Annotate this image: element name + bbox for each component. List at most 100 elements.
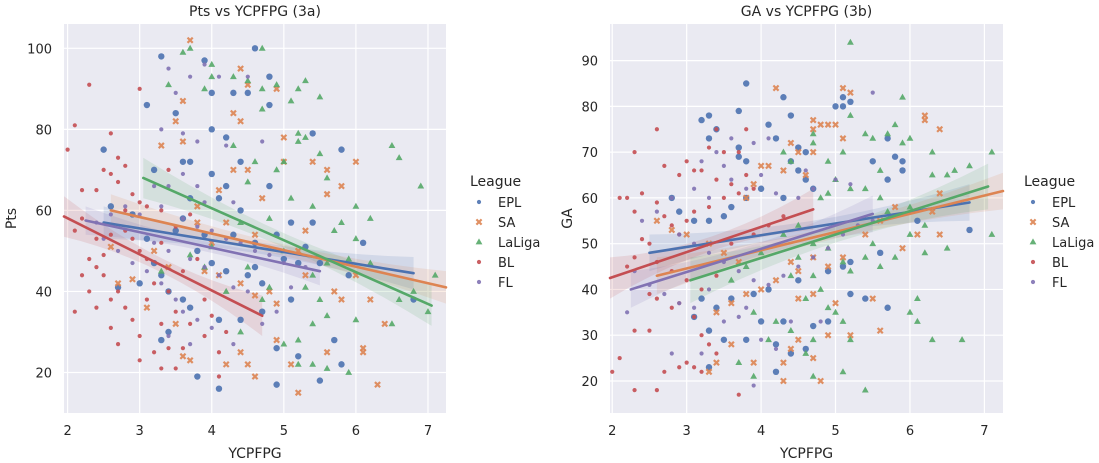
point-epl bbox=[735, 107, 742, 115]
point-sa bbox=[114, 279, 122, 287]
point-laliga bbox=[266, 283, 273, 290]
point-laliga bbox=[302, 133, 309, 140]
point-epl bbox=[222, 267, 230, 275]
point-fl bbox=[202, 62, 207, 67]
point-laliga bbox=[388, 320, 396, 327]
point-laliga bbox=[787, 327, 795, 334]
point-laliga bbox=[861, 253, 869, 260]
point-sa bbox=[309, 158, 317, 166]
point-bl bbox=[684, 278, 689, 283]
point-bl bbox=[692, 314, 697, 319]
point-laliga bbox=[951, 166, 959, 173]
point-epl bbox=[765, 121, 772, 128]
point-sa bbox=[750, 180, 758, 188]
point-laliga bbox=[287, 97, 295, 104]
point-fl bbox=[195, 224, 200, 229]
point-epl bbox=[295, 353, 302, 360]
point-fl bbox=[751, 383, 756, 388]
point-epl bbox=[179, 296, 187, 303]
point-epl bbox=[765, 286, 772, 293]
point-epl bbox=[273, 344, 280, 352]
y-tick-label: 80 bbox=[35, 123, 52, 138]
point-fl bbox=[195, 317, 200, 322]
y-tick-label: 20 bbox=[35, 366, 52, 381]
point-epl bbox=[280, 255, 288, 263]
point-laliga bbox=[280, 158, 288, 165]
point-fl bbox=[159, 204, 164, 209]
point-laliga bbox=[914, 317, 921, 324]
point-laliga bbox=[988, 148, 996, 155]
point-epl bbox=[251, 45, 259, 52]
point-bl bbox=[610, 369, 615, 374]
point-sa bbox=[772, 276, 780, 284]
point-epl bbox=[698, 116, 705, 124]
y-axis-label: Pts bbox=[4, 208, 20, 229]
point-bl bbox=[654, 388, 659, 393]
point-laliga bbox=[157, 267, 165, 274]
point-epl bbox=[165, 328, 172, 336]
point-bl bbox=[654, 200, 659, 205]
point-epl bbox=[150, 166, 158, 174]
point-epl bbox=[237, 158, 244, 165]
point-epl bbox=[743, 336, 750, 343]
point-fl bbox=[166, 66, 171, 71]
point-sa bbox=[107, 243, 115, 251]
point-epl bbox=[158, 336, 165, 344]
point-epl bbox=[194, 373, 201, 380]
point-sa bbox=[876, 327, 884, 335]
point-sa bbox=[179, 97, 187, 105]
point-fl bbox=[130, 260, 135, 266]
regression-line-epl bbox=[648, 201, 971, 255]
point-epl bbox=[780, 194, 787, 202]
point-epl bbox=[331, 336, 338, 344]
point-sa bbox=[193, 219, 201, 226]
legend-label-fl: FL bbox=[1052, 276, 1067, 291]
point-bl bbox=[677, 172, 682, 178]
point-laliga bbox=[179, 48, 187, 55]
point-sa bbox=[809, 290, 817, 298]
point-laliga bbox=[258, 105, 266, 112]
regression-line-sa bbox=[109, 209, 448, 289]
point-laliga bbox=[757, 249, 765, 256]
point-laliga bbox=[906, 203, 914, 210]
point-epl bbox=[839, 263, 847, 270]
point-bl bbox=[677, 365, 682, 370]
x-tick-label: 6 bbox=[906, 424, 914, 439]
point-epl bbox=[359, 239, 367, 247]
point-laliga bbox=[266, 214, 273, 221]
point-bl bbox=[654, 296, 659, 301]
point-epl bbox=[172, 109, 179, 117]
point-laliga bbox=[847, 111, 854, 118]
point-epl bbox=[259, 308, 266, 315]
point-epl bbox=[287, 219, 295, 226]
point-laliga bbox=[244, 77, 252, 84]
point-fl bbox=[231, 342, 236, 347]
point-bl bbox=[137, 86, 142, 91]
point-fl bbox=[216, 273, 222, 278]
point-epl bbox=[795, 167, 802, 174]
point-bl bbox=[108, 131, 113, 136]
point-laliga bbox=[802, 294, 810, 301]
point-bl bbox=[123, 305, 128, 310]
point-laliga bbox=[906, 308, 914, 315]
point-sa bbox=[765, 162, 772, 170]
point-epl bbox=[186, 158, 194, 165]
point-bl bbox=[692, 168, 697, 173]
point-bl bbox=[195, 256, 200, 262]
point-laliga bbox=[914, 294, 921, 301]
point-sa bbox=[251, 292, 259, 299]
point-laliga bbox=[802, 349, 810, 356]
point-laliga bbox=[395, 154, 403, 161]
y-tick-label: 60 bbox=[581, 192, 598, 207]
legend-marker-bl bbox=[1030, 259, 1036, 265]
point-sa bbox=[381, 320, 389, 328]
point-sa bbox=[157, 142, 165, 149]
point-bl bbox=[654, 127, 659, 132]
point-epl bbox=[884, 176, 891, 183]
point-bl bbox=[632, 150, 637, 155]
point-bl bbox=[751, 186, 756, 191]
point-epl bbox=[295, 259, 302, 267]
point-laliga bbox=[294, 85, 302, 92]
point-sa bbox=[179, 352, 187, 360]
point-fl bbox=[811, 186, 816, 191]
